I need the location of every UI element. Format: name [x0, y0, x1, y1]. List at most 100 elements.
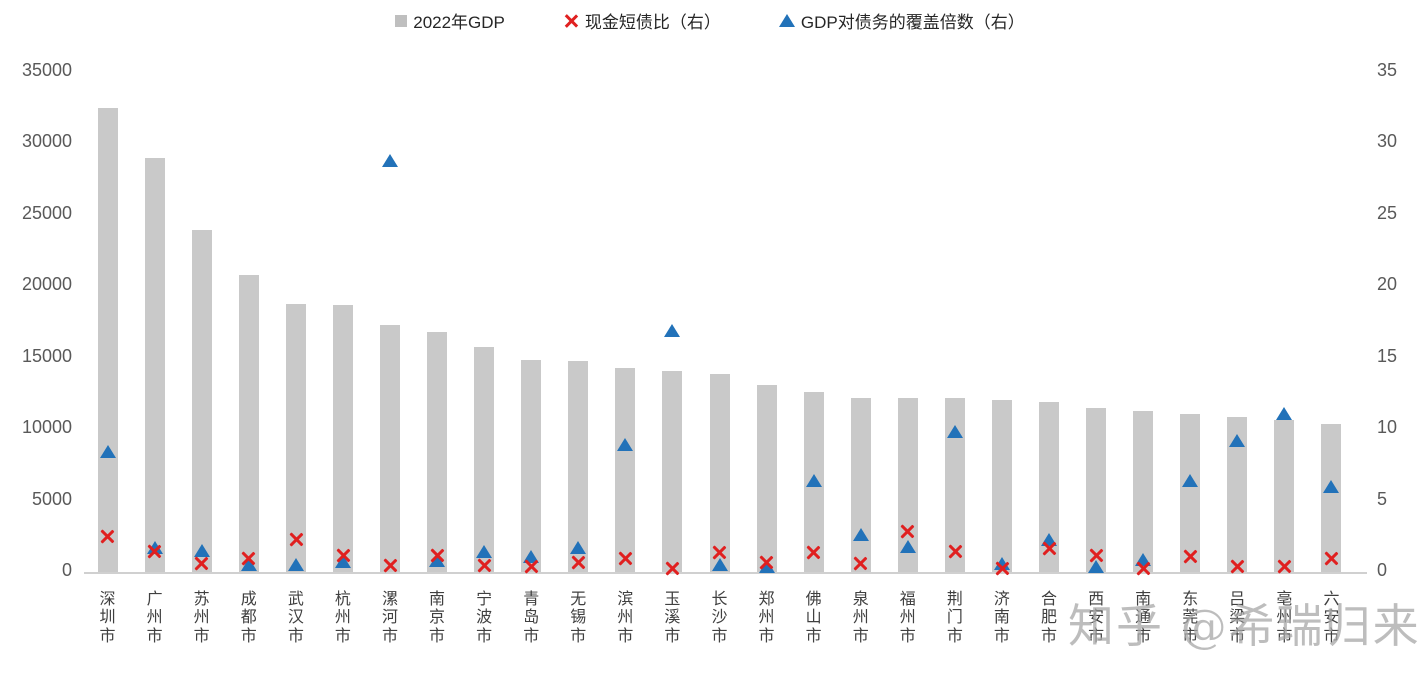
coverage-marker: [946, 425, 963, 439]
x-axis-label: 漯 河 市: [381, 589, 398, 645]
legend-label-gdp: 2022年GDP: [413, 13, 505, 32]
left-axis-tick: 10000: [21, 417, 72, 438]
coverage-marker: [1276, 406, 1293, 420]
x-axis-label: 泉 州 市: [852, 589, 869, 645]
x-axis-label: 郑 州 市: [758, 589, 775, 645]
gdp-bar: [1039, 402, 1060, 572]
cash-ratio-marker: [805, 544, 822, 561]
cash-ratio-marker: [1182, 548, 1199, 565]
right-axis-tick: 10: [1377, 417, 1398, 438]
coverage-marker: [852, 528, 869, 542]
coverage-marker: [381, 154, 398, 167]
coverage-marker: [1323, 479, 1340, 493]
gdp-bar: [379, 325, 400, 572]
gdp-bar: [1274, 419, 1295, 572]
left-axis-tick: 30000: [21, 131, 72, 152]
gdp-bar: [474, 346, 495, 572]
cash-ratio-marker: [523, 558, 540, 575]
x-axis-label: 无 锡 市: [570, 589, 587, 645]
cash-ratio-marker: [1323, 550, 1340, 567]
cash-ratio-marker: [1135, 560, 1152, 577]
square-icon: [395, 14, 408, 27]
gdp-bar: [1227, 416, 1248, 572]
right-axis-tick: 15: [1377, 345, 1398, 366]
right-axis-tick: 5: [1377, 488, 1388, 509]
coverage-marker: [99, 445, 116, 459]
cash-ratio-marker: [99, 528, 116, 545]
cash-ratio-marker: [852, 555, 869, 572]
gdp-bar: [191, 229, 212, 572]
cash-ratio-marker: [570, 554, 587, 571]
gdp-bar: [285, 303, 306, 572]
x-axis-label: 济 南 市: [993, 589, 1010, 645]
gdp-bar: [97, 108, 118, 572]
coverage-marker: [899, 539, 916, 553]
legend-label-cash-ratio: 现金短债比（右）: [584, 13, 721, 32]
cash-ratio-marker: [617, 550, 634, 567]
right-axis-tick: 30: [1377, 131, 1398, 152]
gdp-bar: [1086, 408, 1107, 572]
cash-ratio-marker: [664, 560, 681, 577]
coverage-marker: [1182, 474, 1199, 487]
gdp-bar: [521, 359, 542, 572]
gdp-bar: [1321, 423, 1342, 572]
x-axis-label: 吕 梁 市: [1229, 589, 1246, 645]
left-axis-tick: 15000: [21, 345, 72, 366]
cash-ratio-marker: [334, 547, 351, 564]
chart-legend: 2022年GDP 现金短债比（右） GDP对债务的覆盖倍数（右）: [0, 8, 1420, 33]
gdp-bar: [709, 373, 730, 572]
gdp-bar: [568, 361, 589, 572]
cash-ratio-marker: [758, 554, 775, 571]
x-axis-label: 宁 波 市: [476, 589, 493, 645]
gdp-bar: [756, 385, 777, 572]
cash-ratio-marker: [1041, 540, 1058, 557]
x-axis-label: 青 岛 市: [523, 589, 540, 645]
x-axis-label: 杭 州 市: [334, 589, 351, 645]
coverage-marker: [287, 558, 304, 572]
cash-ratio-marker: [240, 550, 257, 567]
legend-item-coverage: GDP对债务的覆盖倍数（右）: [778, 8, 1025, 33]
x-axis-label: 广 州 市: [146, 589, 163, 645]
gdp-bar: [427, 332, 448, 572]
cash-ratio-marker: [946, 543, 963, 560]
x-axis-label: 苏 州 市: [193, 589, 210, 645]
gdp-bar: [332, 305, 353, 572]
x-axis-label: 福 州 市: [899, 589, 916, 645]
legend-item-cash-ratio: 现金短债比（右）: [563, 8, 721, 33]
right-axis-tick: 35: [1377, 60, 1398, 80]
triangle-icon: [778, 14, 795, 27]
gdp-bar: [1133, 411, 1154, 572]
watermark: 知乎 @希瑞归来: [1068, 599, 1420, 653]
x-axis-label: 南 通 市: [1135, 589, 1152, 645]
x-axis-label: 西 安 市: [1088, 589, 1105, 645]
coverage-marker: [711, 558, 728, 572]
x-axis-label: 成 都 市: [240, 589, 257, 645]
cash-ratio-marker: [1229, 558, 1246, 575]
gdp-bar: [615, 368, 636, 572]
left-axis-tick: 35000: [21, 60, 72, 80]
right-axis-tick: 25: [1377, 202, 1398, 223]
x-axis-label: 长 沙 市: [711, 589, 728, 645]
x-axis-label: 合 肥 市: [1041, 589, 1058, 645]
cash-ratio-marker: [993, 560, 1010, 577]
cash-ratio-marker: [1276, 558, 1293, 575]
cash-ratio-marker: [711, 544, 728, 561]
cash-ratio-marker: [146, 543, 163, 560]
right-axis-tick: 20: [1377, 274, 1398, 295]
x-axis-label: 武 汉 市: [287, 589, 304, 645]
left-axis-tick: 0: [61, 560, 72, 580]
gdp-bar: [991, 399, 1012, 572]
cash-ratio-marker: [476, 557, 493, 574]
coverage-marker: [193, 544, 210, 557]
left-axis-tick: 25000: [21, 202, 72, 223]
x-axis-label: 亳 州 市: [1276, 589, 1293, 645]
cash-ratio-marker: [287, 531, 304, 548]
coverage-marker: [617, 438, 634, 452]
coverage-marker: [664, 324, 681, 337]
gdp-bar: [662, 371, 683, 572]
cash-ratio-marker: [899, 523, 916, 540]
x-axis-label: 荆 门 市: [946, 589, 963, 645]
x-axis-label: 佛 山 市: [805, 589, 822, 645]
